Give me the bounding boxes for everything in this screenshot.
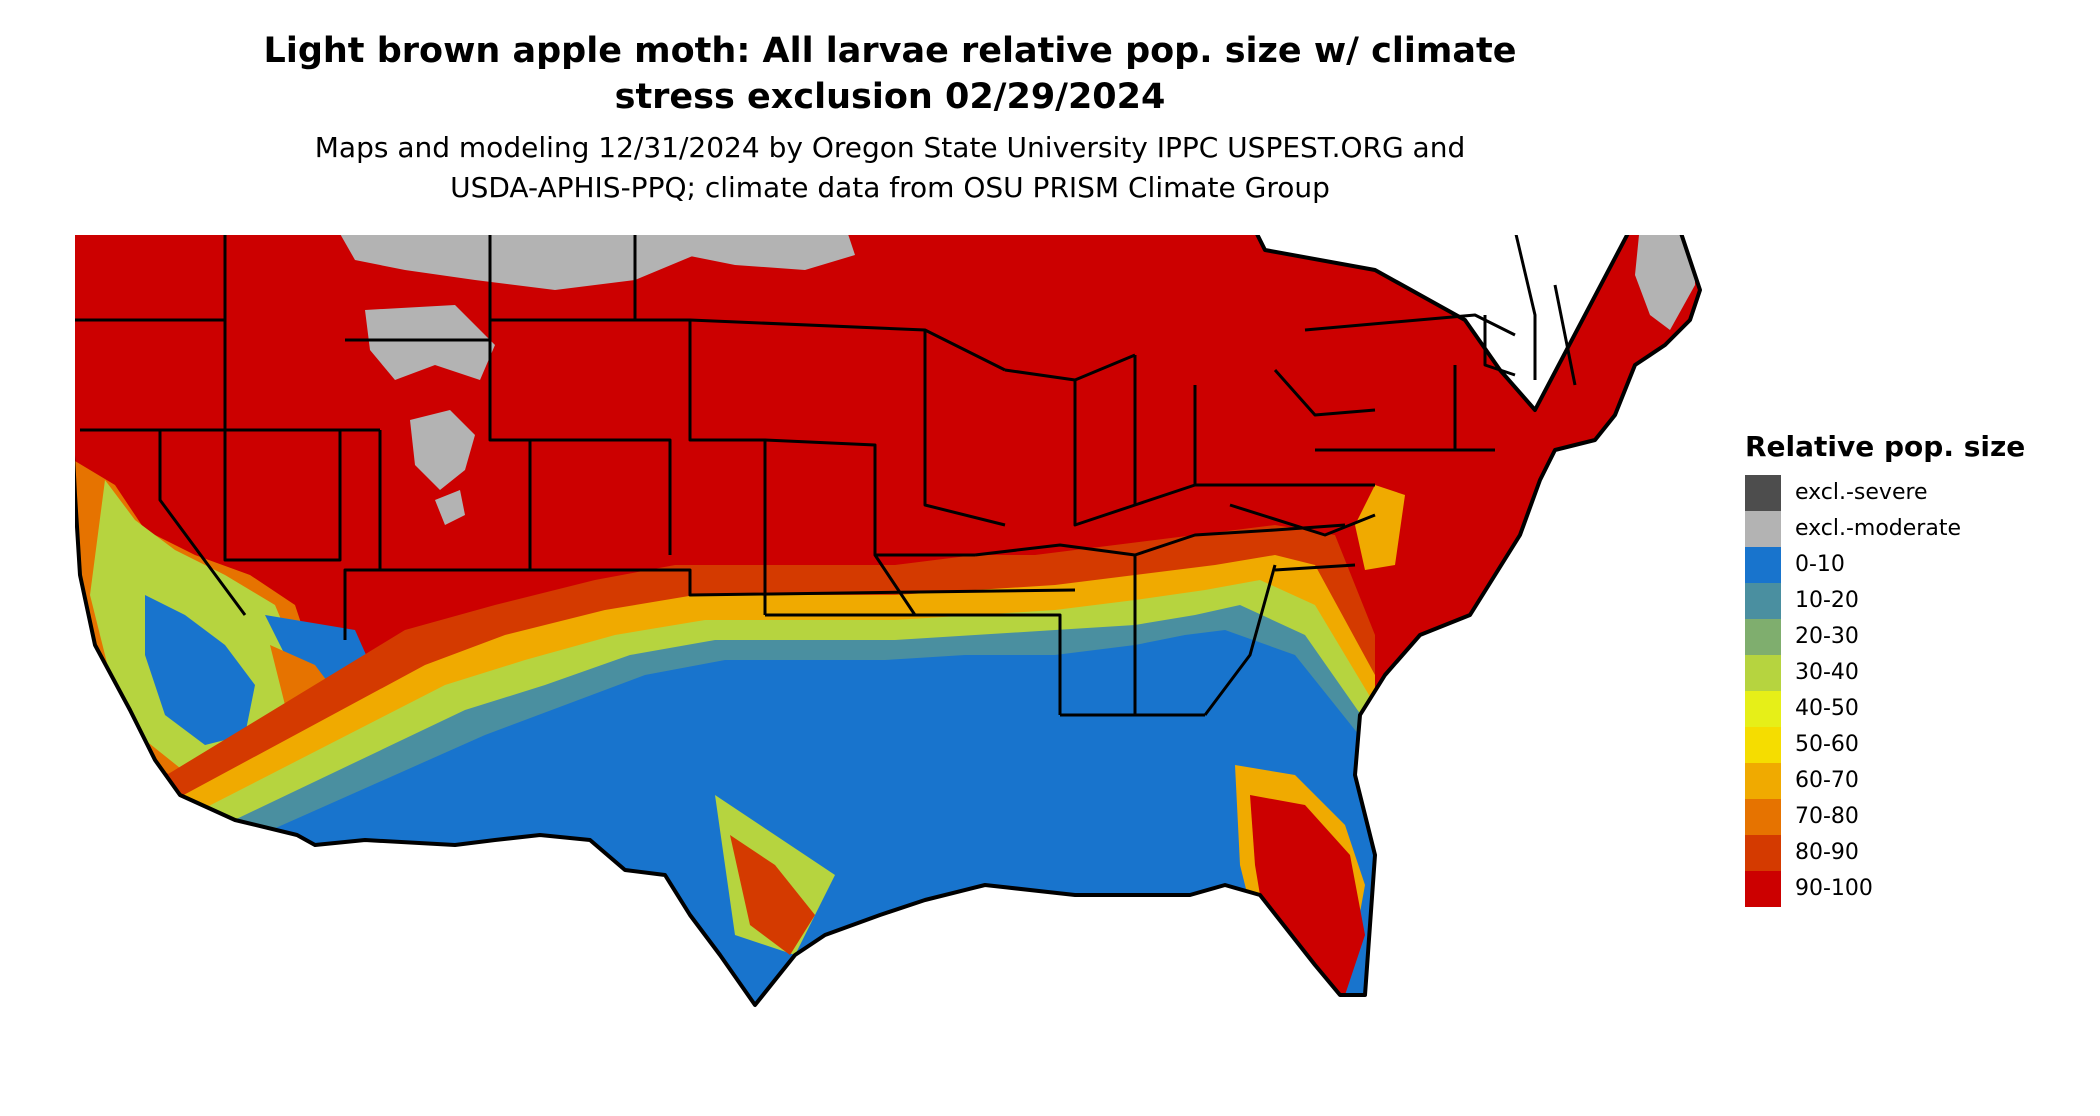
legend-swatch: [1745, 583, 1781, 619]
legend-label: 90-100: [1795, 876, 1873, 901]
legend-label: excl.-moderate: [1795, 516, 1961, 541]
legend-title: Relative pop. size: [1745, 430, 2026, 463]
map-title: Light brown apple moth: All larvae relat…: [180, 28, 1600, 120]
title-line-2: stress exclusion 02/29/2024: [614, 77, 1166, 117]
legend-swatch: [1745, 619, 1781, 655]
legend-label: 20-30: [1795, 624, 1859, 649]
title-line-1: Light brown apple moth: All larvae relat…: [263, 31, 1517, 71]
subtitle-line-1: Maps and modeling 12/31/2024 by Oregon S…: [314, 131, 1466, 164]
map-subtitle: Maps and modeling 12/31/2024 by Oregon S…: [180, 128, 1600, 208]
subtitle-line-2: USDA-APHIS-PPQ; climate data from OSU PR…: [450, 171, 1330, 204]
legend-item: 20-30: [1745, 619, 2085, 655]
us-map: [75, 235, 1715, 1115]
legend-label: 0-10: [1795, 552, 1845, 577]
legend-label: 40-50: [1795, 696, 1859, 721]
legend-swatch: [1745, 763, 1781, 799]
legend-label: 70-80: [1795, 804, 1859, 829]
legend: Relative pop. size excl.-severe excl.-mod…: [1745, 430, 2085, 907]
legend-swatch: [1745, 727, 1781, 763]
legend-label: 10-20: [1795, 588, 1859, 613]
legend-swatch: [1745, 475, 1781, 511]
legend-swatch: [1745, 511, 1781, 547]
legend-item: 90-100: [1745, 871, 2085, 907]
legend-label: 50-60: [1795, 732, 1859, 757]
legend-swatch: [1745, 871, 1781, 907]
legend-swatch: [1745, 691, 1781, 727]
legend-swatch: [1745, 799, 1781, 835]
legend-item: 70-80: [1745, 799, 2085, 835]
legend-item: 40-50: [1745, 691, 2085, 727]
legend-label: 60-70: [1795, 768, 1859, 793]
legend-swatch: [1745, 547, 1781, 583]
legend-label: 80-90: [1795, 840, 1859, 865]
legend-item: 0-10: [1745, 547, 2085, 583]
legend-item: 10-20: [1745, 583, 2085, 619]
legend-item: 60-70: [1745, 763, 2085, 799]
legend-swatch: [1745, 835, 1781, 871]
state-borders: [75, 235, 1702, 1007]
legend-item: 30-40: [1745, 655, 2085, 691]
legend-item: 80-90: [1745, 835, 2085, 871]
population-raster: [75, 235, 1700, 1005]
legend-label: 30-40: [1795, 660, 1859, 685]
legend-swatch: [1745, 655, 1781, 691]
legend-items: excl.-severe excl.-moderate 0-10 10-20 20-30…: [1745, 475, 2085, 907]
legend-item: excl.-moderate: [1745, 511, 2085, 547]
legend-item: 50-60: [1745, 727, 2085, 763]
legend-label: excl.-severe: [1795, 480, 1928, 505]
legend-item: excl.-severe: [1745, 475, 2085, 511]
